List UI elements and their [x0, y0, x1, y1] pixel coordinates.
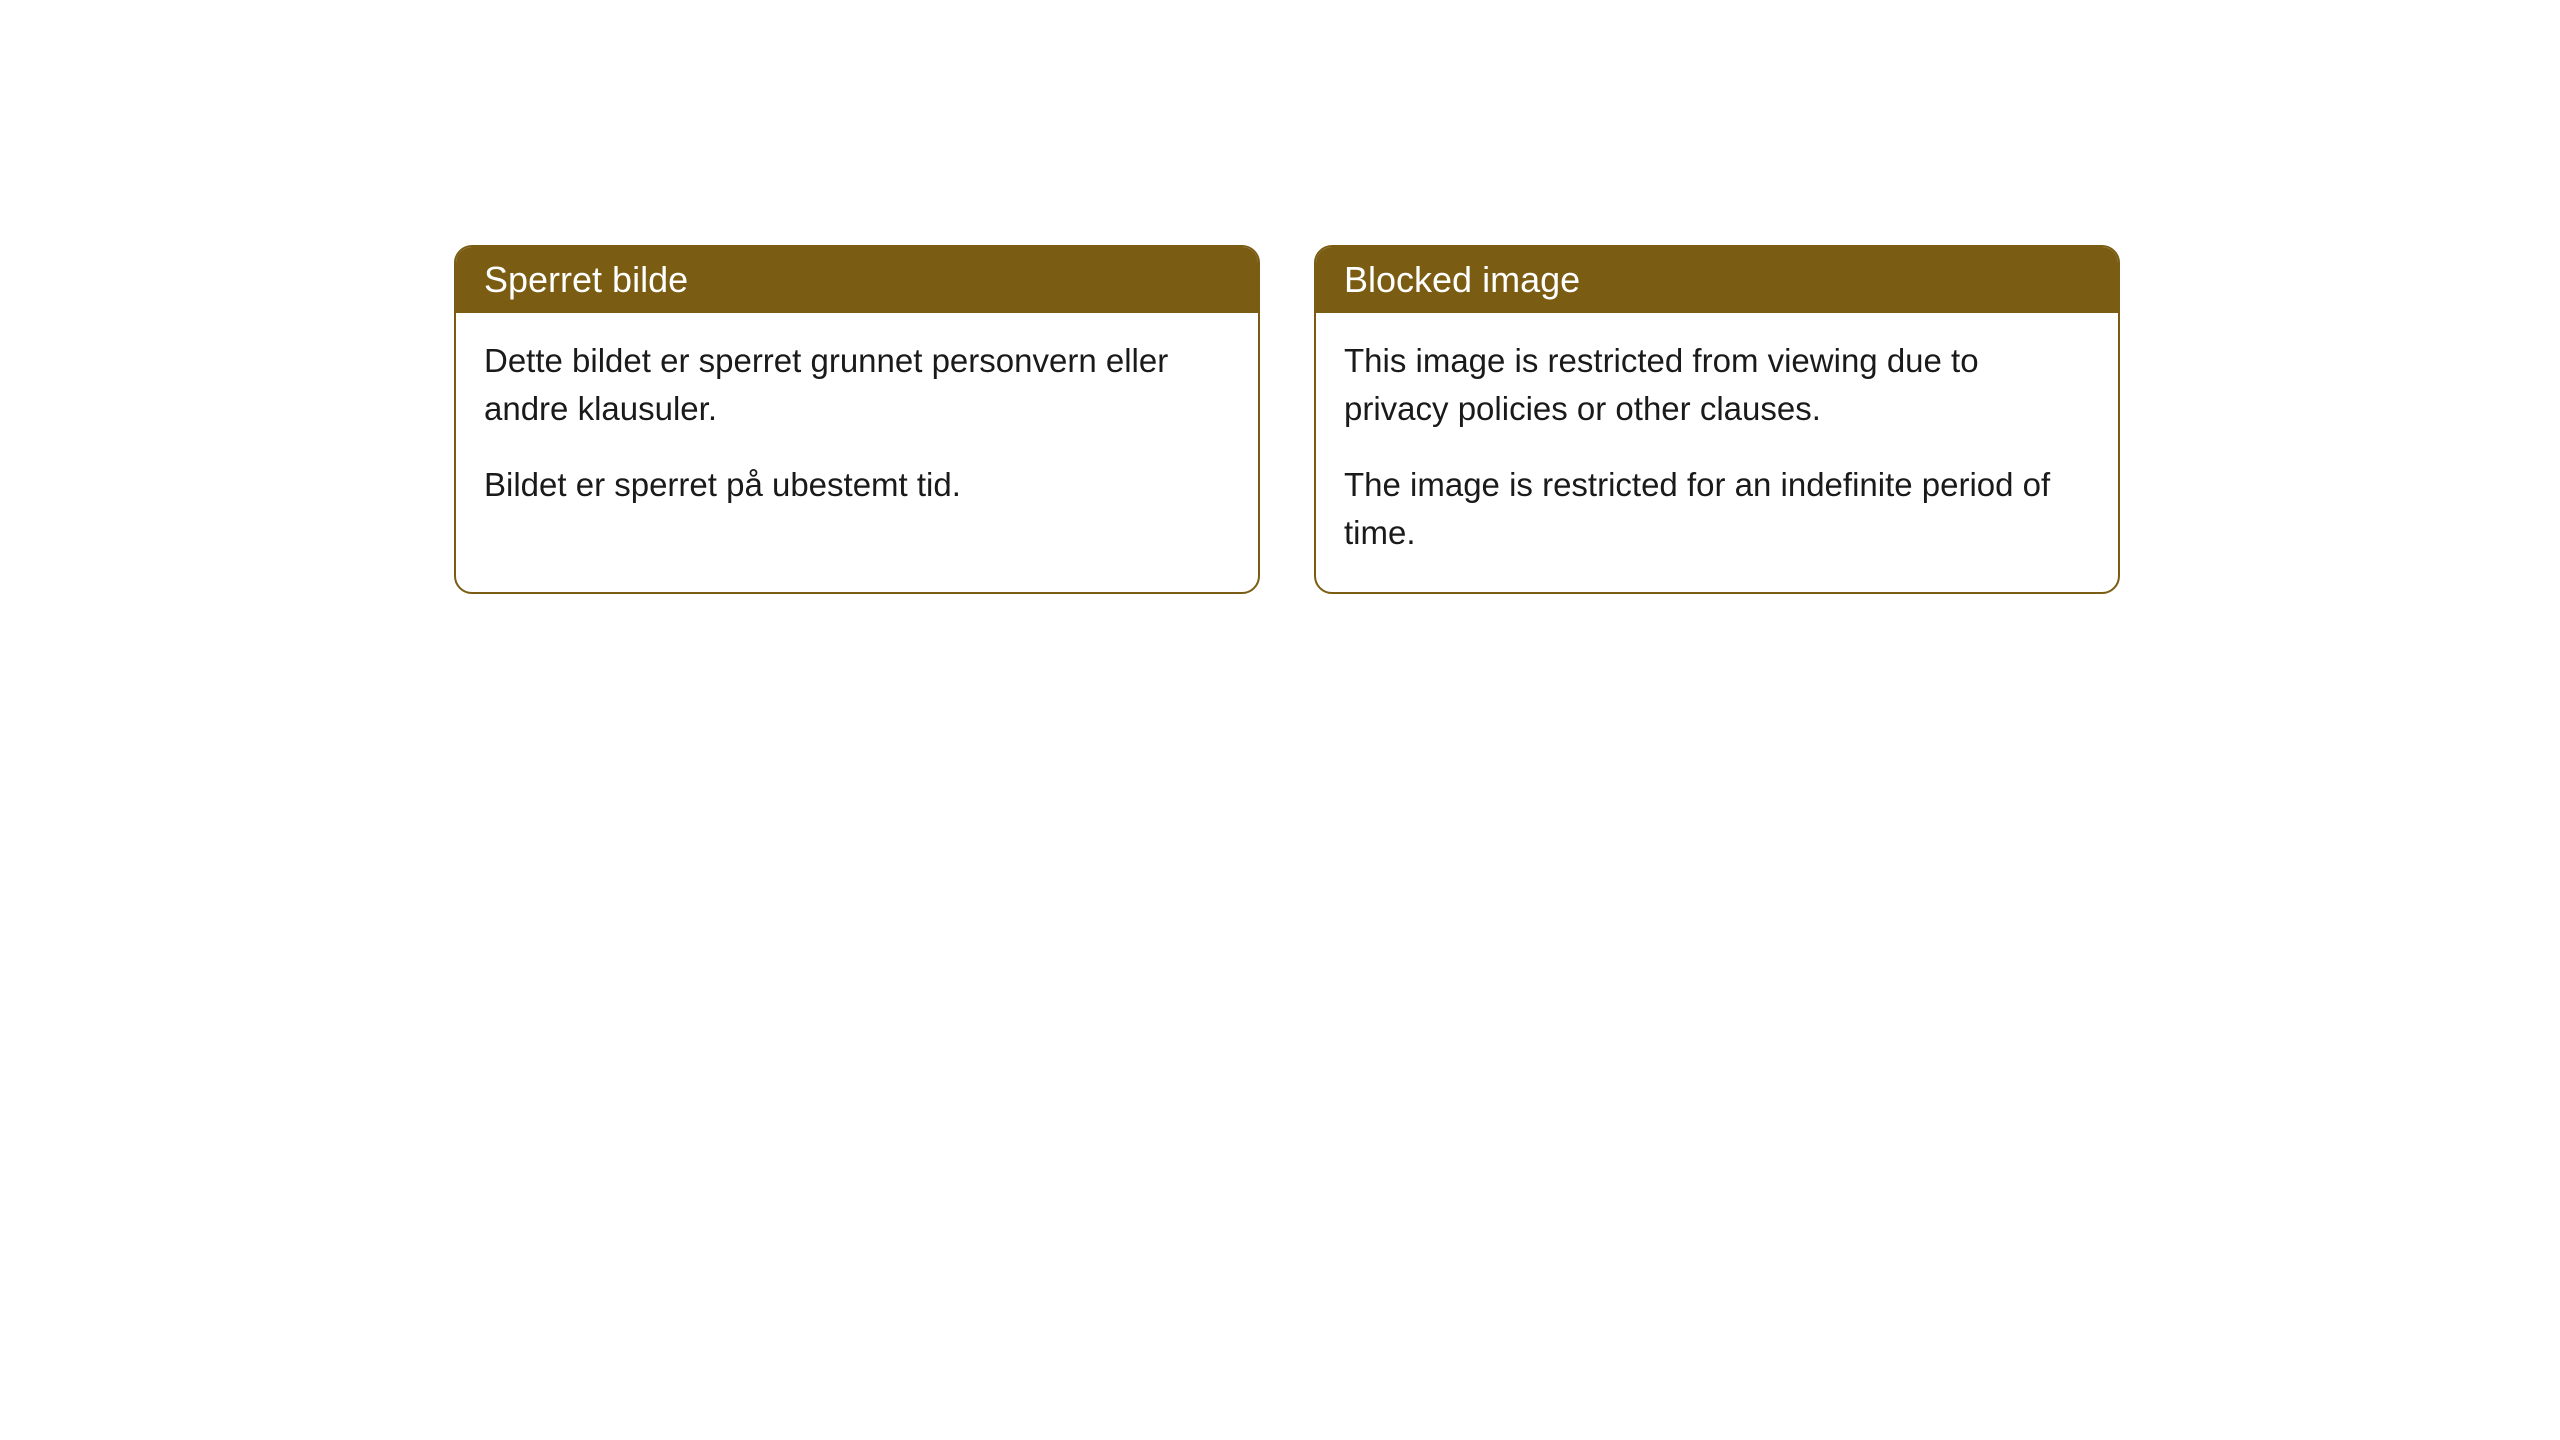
card-body-norwegian: Dette bildet er sperret grunnet personve… [456, 313, 1258, 545]
card-text-line2: Bildet er sperret på ubestemt tid. [484, 461, 1230, 509]
card-title: Sperret bilde [484, 259, 688, 300]
card-text-line1: Dette bildet er sperret grunnet personve… [484, 337, 1230, 433]
blocked-image-card-norwegian: Sperret bilde Dette bildet er sperret gr… [454, 245, 1260, 594]
card-text-line2: The image is restricted for an indefinit… [1344, 461, 2090, 557]
blocked-image-card-english: Blocked image This image is restricted f… [1314, 245, 2120, 594]
card-body-english: This image is restricted from viewing du… [1316, 313, 2118, 592]
card-header-english: Blocked image [1316, 247, 2118, 313]
notice-cards-container: Sperret bilde Dette bildet er sperret gr… [454, 245, 2560, 594]
card-header-norwegian: Sperret bilde [456, 247, 1258, 313]
card-title: Blocked image [1344, 259, 1580, 300]
card-text-line1: This image is restricted from viewing du… [1344, 337, 2090, 433]
